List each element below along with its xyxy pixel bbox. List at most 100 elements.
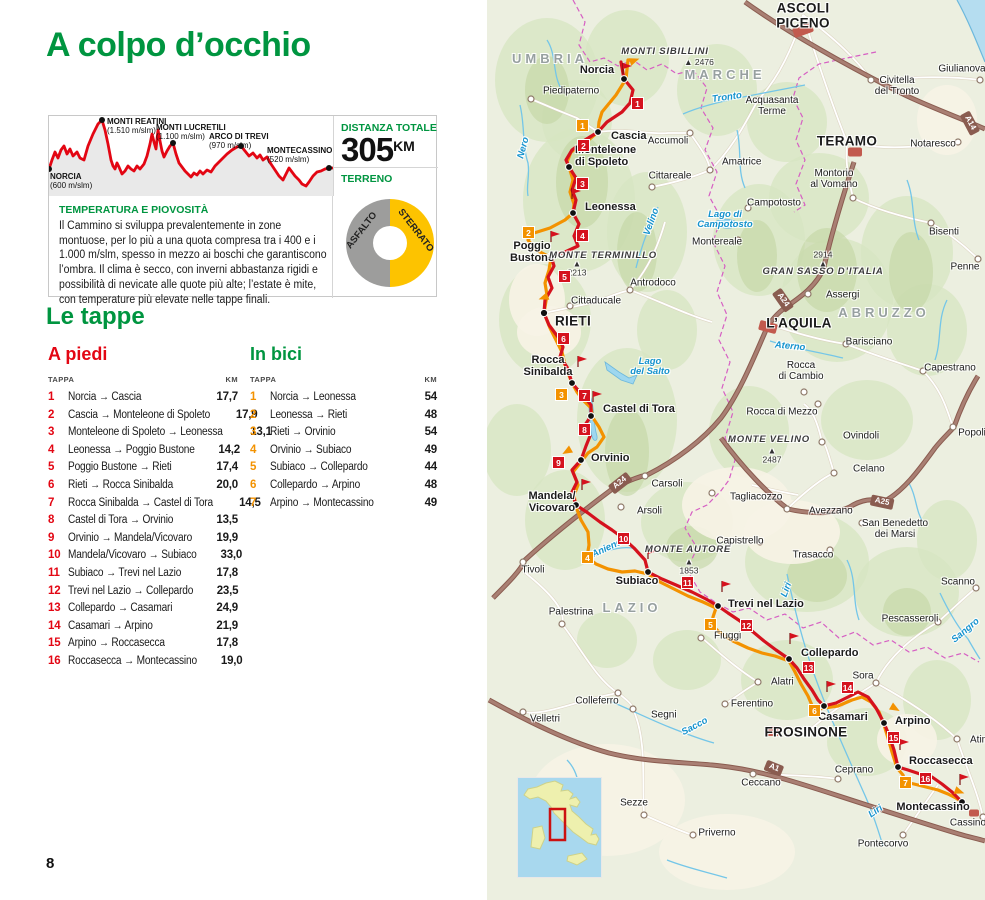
town-dot (721, 700, 729, 708)
town-label: Sora (852, 670, 874, 682)
stage-km: 20,0 (216, 478, 238, 491)
river (846, 559, 860, 621)
stage-flag-icon (648, 548, 657, 554)
town-label: Montereale (691, 236, 743, 248)
city-label: ASCOLI PICENO (776, 0, 830, 30)
climate-section: TEMPERATURA E PIOVOSITÀ Il Cammino si sv… (49, 196, 333, 306)
stage-route: Rocca Sinibalda → Castel di Tora (68, 496, 213, 509)
route-town-label: Poggio Bustone (510, 240, 554, 264)
road (803, 403, 823, 443)
road (522, 692, 619, 714)
town-label: Fiuggi (714, 630, 742, 642)
stage-route: Trevi nel Lazio → Collepardo (68, 584, 194, 597)
road (757, 14, 804, 101)
cycling-stage-marker: 3 (555, 388, 568, 401)
stage-km: 44 (424, 461, 438, 474)
town-label: Carsoli (651, 478, 683, 490)
stage-row: 4 Orvinio → Subiaco 49 (250, 444, 437, 456)
town-label: Sezze (620, 797, 648, 809)
town-label: Segni (651, 709, 677, 721)
terrain-ridge (525, 56, 569, 124)
town-dot (974, 255, 982, 263)
town-label: San Benedetto dei Marsi (861, 518, 929, 540)
river (786, 573, 884, 847)
walking-stage-marker: 15 (887, 731, 900, 744)
stage-number: 6 (48, 478, 55, 491)
city-label: FROSINONE (764, 724, 848, 740)
region-label: ABRUZZO (838, 304, 930, 320)
town-dot (754, 678, 762, 686)
profile-point-label: NORCIA (600 m/slm) (50, 172, 92, 190)
terrain-hills (653, 630, 721, 690)
town-dot (519, 708, 527, 716)
peak-elevation-label: ▲ 2213 (567, 258, 587, 277)
stage-number: 9 (48, 531, 55, 544)
infobox-right-column: DISTANZA TOTALE 305KM TERRENO ASFALTO ST… (333, 116, 438, 298)
town-dot (756, 538, 764, 546)
route-town-dot (958, 798, 966, 806)
town-label: Accumoli (647, 135, 689, 147)
town-label: Penne (950, 261, 980, 273)
cycling-route-line (526, 58, 964, 804)
stage-number: 14 (48, 619, 61, 632)
terrain-ridge (883, 588, 931, 636)
adriatic-sea (957, 0, 985, 62)
region-label: UMBRIA (512, 50, 588, 66)
col-km: KM (424, 375, 437, 384)
page-number: 8 (46, 855, 55, 872)
walking-stage-marker: 16 (919, 772, 932, 785)
town-label: Cittaducale (570, 295, 622, 307)
cycling-stage-marker: 5 (704, 618, 717, 631)
town-dot (867, 76, 875, 84)
stage-route: Poggio Bustone → Rieti (68, 461, 172, 474)
stage-number: 5 (48, 461, 55, 474)
terrain-valley (659, 814, 795, 890)
river (635, 206, 659, 269)
route-map: UMBRIA MARCHE ABRUZZO LAZIO ASCOLI PICENO TER… (487, 0, 985, 900)
stage-row: 13 Collepardo → Casamari 24,9 (48, 602, 238, 614)
city-area (969, 809, 979, 817)
town-dot (953, 735, 961, 743)
town-label: Tivoli (521, 564, 545, 576)
town-dot (749, 770, 757, 778)
profile-point-name: MONTI REATINI (107, 117, 167, 126)
town-dot (686, 129, 694, 137)
region-label: LAZIO (602, 599, 662, 615)
town-dot (899, 831, 907, 839)
profile-dot (238, 143, 244, 149)
profile-dot (49, 166, 52, 172)
terrain-valley (517, 306, 581, 358)
stage-km: 54 (424, 426, 438, 439)
cycling-stage-marker: 1 (576, 119, 589, 132)
route-town-label: Montecassino (896, 801, 970, 814)
town-label: Piedipaterno (543, 85, 600, 97)
town-label: Assergi (826, 289, 860, 301)
town-dot (648, 183, 656, 191)
route-town-label: Monteleone di Spoleto (575, 144, 637, 168)
stage-number: 16 (48, 654, 61, 667)
stage-route: Mandela/Vicovaro → Subiaco (68, 549, 197, 562)
terrain-hills (769, 153, 869, 243)
stage-km: 17,4 (216, 461, 238, 474)
page-title: A colpo d’occhio (46, 26, 311, 64)
route-town-dot (620, 75, 628, 83)
walking-stage-marker: 7 (578, 389, 591, 402)
route-town-label: Subiaco (615, 575, 659, 588)
stage-km: 23,5 (216, 584, 239, 597)
route-town-dot (714, 602, 722, 610)
road (597, 129, 690, 135)
town-label: Celano (853, 463, 885, 475)
town-label: Ceccano (741, 777, 781, 789)
lake (604, 361, 638, 385)
stage-km: 14,2 (218, 443, 240, 456)
town-label: Colleferro (575, 695, 619, 707)
stage-km: 54 (424, 391, 438, 403)
town-label: Avezzano (809, 505, 853, 517)
profile-point-elevation: (520 m/slm) (267, 155, 310, 165)
route-town-dot (569, 209, 577, 217)
town-dot (818, 438, 826, 446)
town-label: Antrodoco (630, 277, 676, 289)
city-dot (539, 308, 549, 318)
terrain-ridge (889, 232, 933, 312)
cycling-stage-marker: 7 (899, 776, 912, 789)
